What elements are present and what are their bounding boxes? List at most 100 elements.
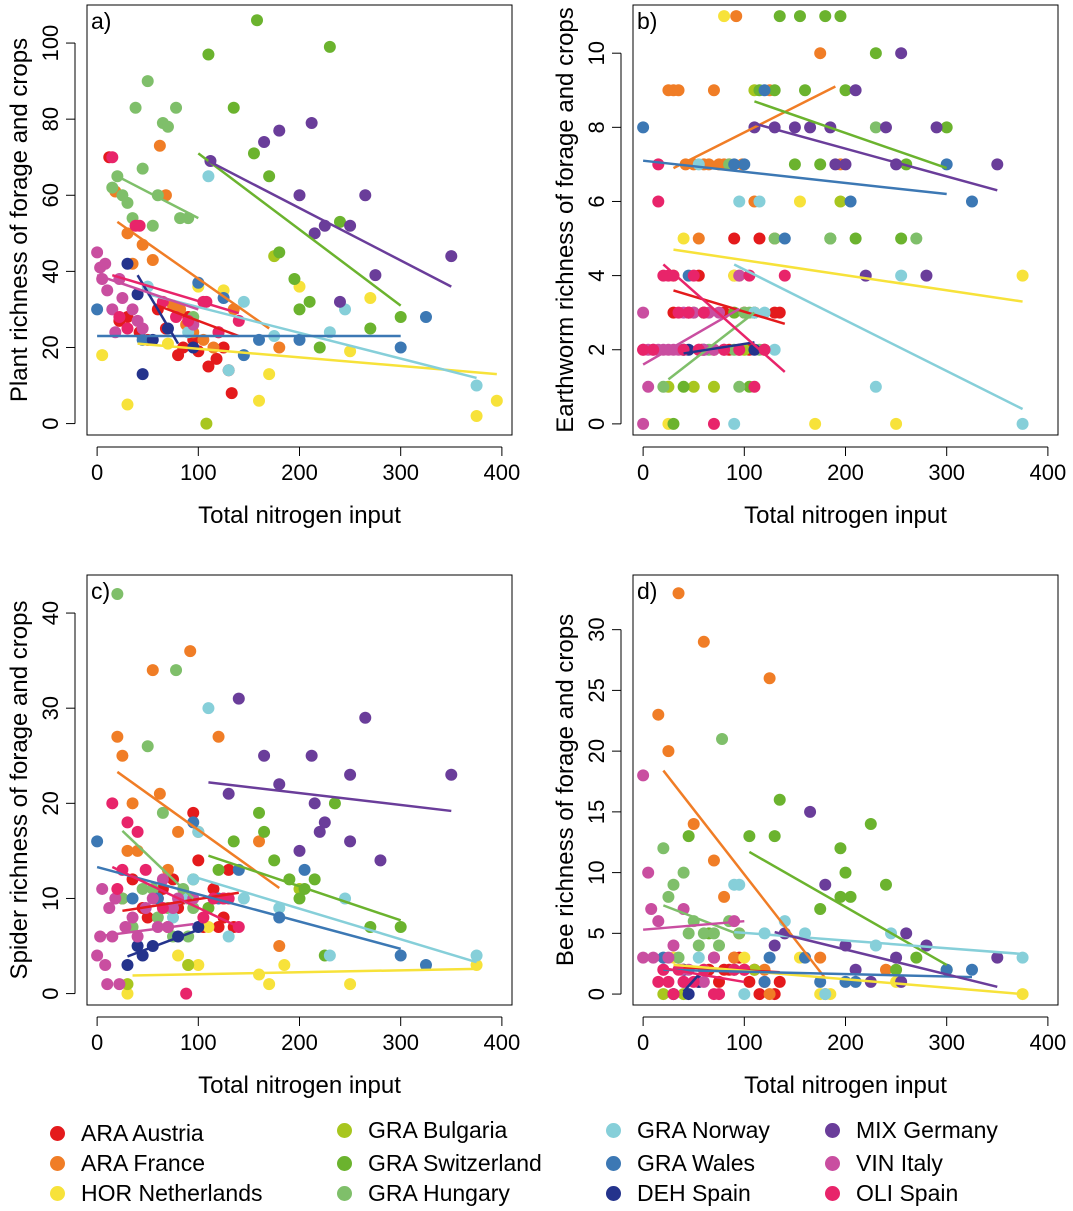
data-point: [677, 232, 690, 245]
data-point: [834, 890, 847, 903]
data-point: [707, 380, 720, 393]
data-point: [121, 816, 134, 829]
trend-line: [662, 769, 827, 980]
data-point: [364, 322, 377, 335]
data-point: [788, 121, 801, 134]
data-point: [133, 219, 146, 232]
data-point: [394, 920, 407, 933]
data-point: [225, 387, 238, 400]
data-point: [869, 380, 882, 393]
y-tick-label: 15: [584, 800, 609, 824]
data-point: [763, 988, 776, 1001]
data-point: [96, 349, 109, 362]
data-point: [687, 380, 700, 393]
y-tick-label: 8: [584, 121, 609, 133]
trend-line: [122, 891, 239, 913]
legend-label: GRA Hungary: [368, 1180, 510, 1206]
data-point: [687, 269, 700, 282]
legend-label: GRA Bulgaria: [368, 1117, 508, 1143]
data-point: [753, 232, 766, 245]
legend-marker: [50, 1186, 65, 1201]
data-point: [113, 311, 126, 324]
data-point: [153, 139, 166, 152]
panel-label: c): [91, 578, 110, 604]
data-point: [965, 963, 978, 976]
data-point: [879, 121, 892, 134]
data-point: [187, 806, 200, 819]
y-tick-label: 100: [38, 25, 63, 62]
data-point: [278, 959, 291, 972]
data-point: [814, 903, 827, 916]
data-point: [910, 951, 923, 964]
legend-marker: [825, 1123, 840, 1138]
data-point: [212, 863, 225, 876]
x-tick-label: 100: [726, 1030, 763, 1055]
x-tick-label: 0: [637, 460, 649, 485]
y-tick-label: 30: [38, 696, 63, 720]
data-point: [657, 988, 670, 1001]
data-point: [419, 311, 432, 324]
trend-line: [116, 220, 270, 330]
data-point: [313, 341, 326, 354]
legend-item: DEH Spain: [606, 1180, 751, 1207]
trend-line: [662, 904, 740, 936]
plot-frame: [632, 4, 1059, 436]
data-point: [642, 380, 655, 393]
legend-label: OLI Spain: [856, 1180, 959, 1206]
data-point: [101, 978, 114, 991]
data-point: [172, 949, 185, 962]
trend-line: [663, 968, 973, 979]
data-point: [273, 778, 286, 791]
data-point: [251, 14, 263, 27]
data-point: [470, 949, 483, 962]
data-point: [662, 890, 675, 903]
data-point: [222, 787, 235, 800]
trend-line: [754, 100, 948, 170]
x-tick-label: 100: [726, 460, 763, 485]
data-point: [167, 911, 180, 924]
data-point: [273, 901, 286, 914]
data-point: [359, 711, 372, 724]
data-point: [141, 75, 154, 88]
data-point: [210, 352, 223, 365]
data-point: [364, 292, 377, 305]
data-point: [692, 939, 705, 952]
data-point: [728, 232, 741, 245]
data-point: [445, 768, 458, 781]
data-point: [182, 959, 195, 972]
data-point: [318, 816, 331, 829]
data-point: [692, 951, 705, 964]
x-tick-label: 300: [928, 1030, 965, 1055]
trend-line: [121, 830, 195, 900]
data-point: [109, 892, 122, 905]
data-point: [697, 306, 710, 319]
data-point: [263, 170, 276, 183]
data-point: [991, 951, 1004, 964]
data-point: [131, 825, 144, 838]
data-point: [672, 306, 685, 319]
data-point: [667, 269, 680, 282]
data-point: [121, 322, 134, 335]
data-point: [156, 806, 169, 819]
data-point: [778, 269, 791, 282]
data-point: [834, 10, 847, 23]
trend-line: [96, 922, 194, 938]
y-tick-label: 80: [38, 107, 63, 131]
data-point: [728, 951, 741, 964]
data-point: [91, 949, 104, 962]
data-point: [667, 939, 680, 952]
x-axis-label: Total nitrogen input: [744, 1072, 947, 1099]
legend-label: ARA Austria: [81, 1120, 204, 1146]
trend-line: [662, 263, 786, 373]
data-point: [298, 863, 311, 876]
legend-label: GRA Wales: [637, 1150, 756, 1176]
data-point: [768, 343, 781, 356]
data-point: [758, 975, 771, 988]
data-point: [819, 988, 832, 1001]
data-point: [733, 380, 746, 393]
data-point: [667, 417, 680, 430]
data-point: [652, 975, 665, 988]
data-point: [139, 863, 152, 876]
data-point: [253, 968, 266, 981]
data-point: [313, 825, 326, 838]
